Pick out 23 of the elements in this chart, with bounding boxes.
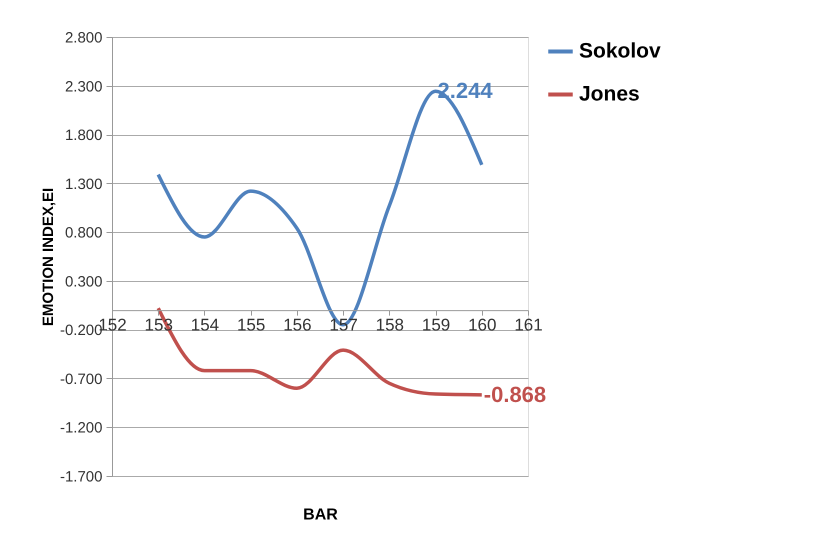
legend-label: Sokolov	[579, 40, 662, 62]
y-tick-label: 0.300	[64, 273, 102, 290]
data-label: -0.868	[484, 382, 546, 407]
y-tick-label: 2.300	[64, 78, 102, 96]
y-tick-label: -1.200	[60, 420, 102, 437]
legend-label: Jones	[579, 82, 640, 106]
x-tick-label: 154	[190, 316, 220, 335]
x-tick-label: 160	[468, 316, 496, 335]
x-tick-label: 158	[376, 316, 404, 335]
x-tick-label: 157	[329, 316, 358, 335]
x-tick-label: 159	[422, 316, 450, 335]
x-axis-title: BAR	[303, 506, 338, 524]
y-tick-label: 1.300	[64, 176, 102, 193]
y-tick-label: -0.700	[60, 370, 102, 388]
x-tick-label: 155	[236, 316, 266, 335]
y-axis-title: EMOTION INDEX,EI	[40, 188, 57, 326]
y-tick-label: 1.800	[64, 127, 102, 144]
x-tick-label: 161	[514, 316, 543, 335]
y-tick-label: 0.800	[64, 224, 102, 242]
y-tick-label: -0.200	[60, 322, 102, 340]
y-tick-label: 2.800	[64, 30, 102, 46]
x-tick-label: 156	[283, 316, 312, 335]
y-tick-label: -1.700	[60, 468, 102, 486]
